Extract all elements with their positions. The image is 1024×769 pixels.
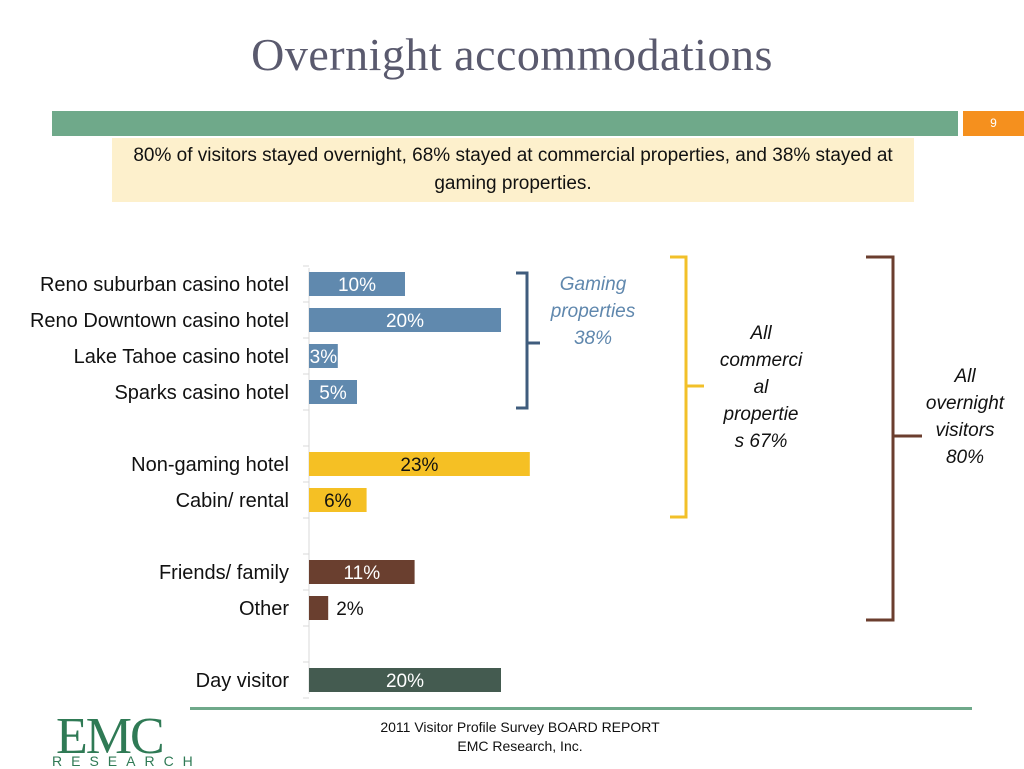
logo-subtitle: RESEARCH <box>52 753 202 769</box>
overnight-bracket <box>866 255 922 622</box>
data-label: 23% <box>400 455 438 476</box>
commercial-label-line2: commerci <box>719 350 803 371</box>
commercial-label-line4: propertie <box>723 404 799 425</box>
data-label: 11% <box>343 563 380 584</box>
data-label: 20% <box>386 311 424 332</box>
summary-callout: 80% of visitors stayed overnight, 68% st… <box>112 138 914 202</box>
category-label: Other <box>239 598 289 620</box>
emc-research-logo: EMC RESEARCH <box>50 708 193 769</box>
commercial-label-line5: s 67% <box>734 431 788 452</box>
footer-company: EMC Research, Inc. <box>457 738 583 754</box>
commercial-label-line1: All <box>750 323 772 344</box>
bar <box>309 452 530 476</box>
bar <box>309 308 501 332</box>
footer-divider <box>190 707 972 710</box>
category-label: Sparks casino hotel <box>114 382 289 404</box>
gaming-properties-label: Gaming properties 38% <box>536 271 650 352</box>
footer-text: 2011 Visitor Profile Survey BOARD REPORT… <box>320 718 720 756</box>
data-label: 5% <box>319 383 347 404</box>
data-label: 6% <box>324 491 352 512</box>
bar <box>309 344 338 368</box>
overnight-label-line3: visitors <box>935 420 995 441</box>
bar <box>309 560 415 584</box>
overnight-visitors-label: All overnight visitors 80% <box>912 363 1018 471</box>
category-label: Lake Tahoe casino hotel <box>74 346 289 368</box>
category-label: Non-gaming hotel <box>131 454 289 476</box>
category-label: Friends/ family <box>159 562 289 584</box>
overnight-label-line1: All <box>954 366 976 387</box>
data-label: 2% <box>336 599 364 620</box>
logo-mark: EMC <box>56 708 165 765</box>
page-number: 9 <box>963 111 1024 136</box>
commercial-bracket <box>670 255 704 519</box>
bar <box>309 488 367 512</box>
gaming-label-line3: 38% <box>573 328 613 349</box>
category-label: Day visitor <box>196 670 290 692</box>
category-label: Cabin/ rental <box>176 490 289 512</box>
data-label: 3% <box>310 347 338 368</box>
category-label: Reno Downtown casino hotel <box>30 310 289 332</box>
footer-report-title: 2011 Visitor Profile Survey BOARD REPORT <box>380 719 660 735</box>
bar <box>309 272 405 296</box>
bar <box>309 668 501 692</box>
header-divider-bar <box>52 111 958 136</box>
category-label: Reno suburban casino hotel <box>40 274 289 296</box>
bar <box>309 380 357 404</box>
gaming-label-line1: Gaming <box>559 274 627 295</box>
overnight-label-line2: overnight <box>925 393 1005 414</box>
bar <box>309 596 329 620</box>
data-label: 20% <box>386 671 424 692</box>
data-label: 10% <box>338 275 376 296</box>
commercial-label-line3: al <box>753 377 769 398</box>
commercial-properties-label: All commerci al propertie s 67% <box>703 320 819 455</box>
overnight-label-line4: 80% <box>945 447 985 468</box>
gaming-label-line2: properties <box>550 301 636 322</box>
gaming-bracket <box>516 271 540 410</box>
slide-title: Overnight accommodations <box>251 29 773 80</box>
